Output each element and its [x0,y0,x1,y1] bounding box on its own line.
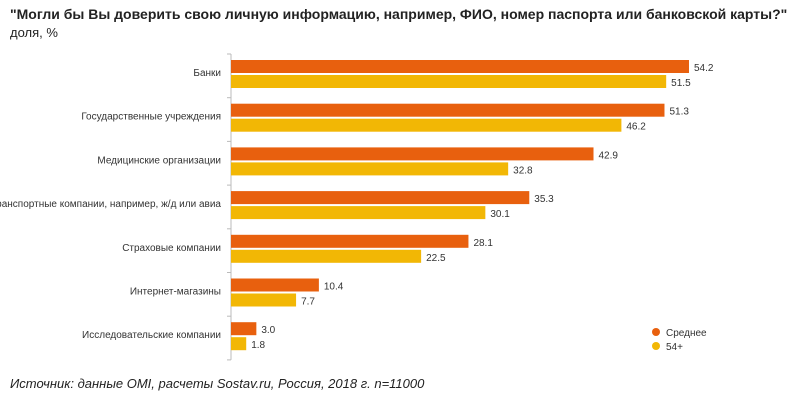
data-label: 22.5 [426,253,446,264]
source-note: Источник: данные OMI, расчеты Sostav.ru,… [10,376,425,391]
category-label: Страховые компании [122,243,221,254]
bar-series-2 [231,337,247,351]
bar-series-2 [231,249,422,263]
bar-series-2 [231,206,486,220]
category-label: Банки [193,68,221,79]
bar-series-1 [231,60,689,73]
chart-title: "Могли бы Вы доверить свою личную информ… [10,6,788,22]
data-label: 30.1 [490,209,510,220]
data-label: 1.8 [251,340,265,351]
data-label: 51.5 [671,78,691,89]
data-label: 35.3 [534,194,554,205]
bar-series-2 [231,75,667,88]
bar-chart: Банки 54.251.5 Государственные учреждения 5… [0,53,714,361]
category-label: Государственные учреждения [81,112,221,123]
legend-marker [652,328,660,336]
bar-series-1 [231,322,257,336]
data-label: 42.9 [599,150,619,161]
data-label: 32.8 [513,165,533,176]
bar-series-1 [231,234,469,248]
legend-label: Среднее [666,328,707,339]
legend-label: 54+ [666,342,683,353]
category-label: Транспортные компании, например, ж/д или… [0,199,221,210]
data-label: 7.7 [301,297,315,308]
data-label: 10.4 [324,282,344,293]
chart-subtitle: доля, % [10,25,58,40]
bar-series-2 [231,162,509,176]
category-label: Исследовательские компании [82,330,221,341]
data-label: 28.1 [473,238,493,249]
bar-series-1 [231,147,594,161]
bar-series-1 [231,103,665,117]
data-label: 3.0 [261,325,275,336]
data-label: 46.2 [626,122,646,133]
bar-series-2 [231,118,622,132]
bar-series-2 [231,293,297,307]
data-label: 54.2 [694,63,714,74]
category-label: Интернет-магазины [130,287,221,298]
bar-series-1 [231,278,319,292]
category-label: Медицинские организации [97,155,221,166]
data-label: 51.3 [669,107,689,118]
bar-series-1 [231,191,530,205]
legend-marker [652,342,660,350]
